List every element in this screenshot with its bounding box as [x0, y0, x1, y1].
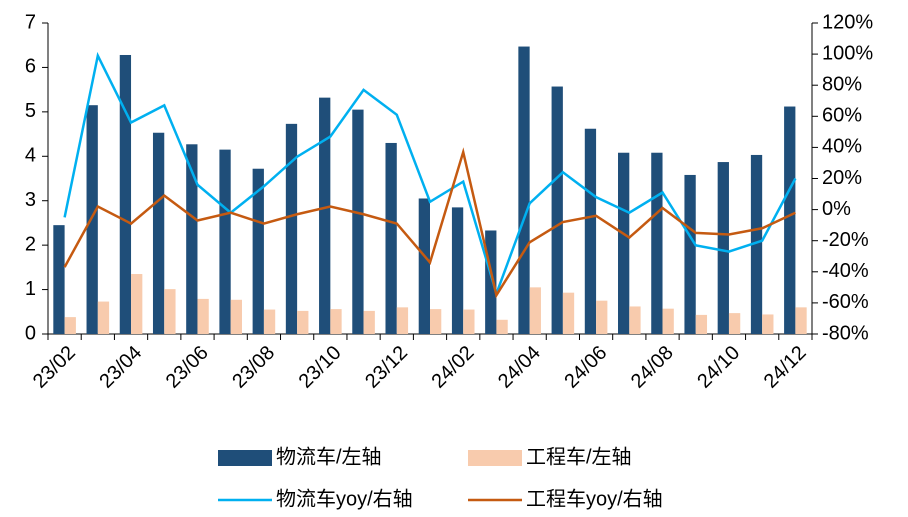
y2-tick-label: 80%: [822, 73, 862, 95]
y-tick-label: 4: [25, 145, 36, 167]
y2-tick-label: 60%: [822, 105, 862, 127]
y2-tick-label: 0%: [822, 198, 851, 220]
bar: [717, 162, 729, 334]
legend-label: 物流车yoy/右轴: [276, 487, 413, 510]
bar: [430, 309, 442, 334]
bar: [131, 274, 143, 334]
bar: [363, 310, 375, 334]
legend-swatch: [218, 450, 272, 466]
y-tick-label: 6: [25, 56, 36, 78]
bar: [252, 168, 264, 334]
bar: [352, 109, 364, 334]
legend-label: 工程车yoy/右轴: [526, 487, 663, 510]
x-tick-label: 24/04: [494, 342, 545, 393]
bar: [551, 86, 563, 334]
x-tick-label: 23/08: [228, 342, 279, 393]
bar: [385, 142, 397, 334]
bar: [164, 289, 176, 334]
x-tick-label: 23/10: [295, 342, 346, 393]
x-tick-label: 24/08: [627, 342, 678, 393]
y2-tick-label: -80%: [822, 322, 869, 344]
y2-tick-label: 20%: [822, 167, 862, 189]
line-series: [63, 51, 797, 298]
bar: [750, 154, 763, 334]
y2-tick-label: 40%: [822, 136, 862, 158]
bar: [762, 314, 774, 334]
legend-swatch: [468, 450, 522, 466]
bar: [662, 308, 674, 334]
bar: [795, 307, 807, 334]
x-tick-label: 23/04: [95, 342, 146, 393]
x-tick-label: 23/06: [162, 342, 213, 393]
bar: [562, 292, 575, 334]
y-tick-label: 7: [25, 11, 36, 33]
bar: [263, 309, 276, 334]
bar: [784, 106, 796, 334]
bar: [230, 299, 242, 334]
x-tick-label: 24/10: [693, 342, 744, 393]
bar: [496, 319, 508, 334]
bar: [64, 317, 76, 334]
line-series: [63, 147, 796, 299]
y2-tick-label: -60%: [822, 291, 869, 313]
bar: [485, 230, 497, 334]
y2-tick-label: -20%: [822, 229, 869, 251]
bar: [396, 307, 409, 334]
bar: [418, 198, 430, 334]
bar: [463, 309, 475, 334]
bar: [297, 310, 309, 334]
bar: [529, 287, 541, 334]
bar: [53, 225, 65, 334]
bar: [197, 298, 209, 334]
x-tick-label: 24/12: [760, 342, 811, 393]
bar: [728, 313, 741, 334]
bar: [319, 97, 331, 334]
bar: [330, 309, 342, 334]
y2-tick-label: 100%: [822, 42, 873, 64]
x-tick-label: 23/02: [29, 342, 80, 393]
bar: [584, 128, 597, 334]
legend-label: 物流车/左轴: [276, 445, 382, 468]
bar: [97, 301, 110, 334]
bar: [618, 152, 630, 334]
bar: [695, 314, 708, 334]
bar: [219, 149, 231, 334]
bar: [684, 174, 696, 334]
legend-label: 工程车/左轴: [526, 445, 632, 468]
y-tick-label: 5: [25, 100, 36, 122]
x-tick-label: 24/06: [560, 342, 611, 393]
bar: [518, 46, 530, 334]
y-tick-label: 3: [25, 189, 36, 211]
bar: [651, 152, 663, 334]
x-tick-label: 24/02: [428, 342, 479, 393]
bar: [596, 300, 608, 334]
bar: [86, 105, 98, 334]
bar: [451, 207, 464, 334]
y-tick-label: 2: [25, 233, 36, 255]
bar: [152, 132, 165, 334]
bar: [629, 306, 641, 334]
y2-tick-label: 120%: [822, 11, 873, 33]
y2-tick-label: -40%: [822, 260, 869, 282]
bar: [285, 123, 298, 334]
bar: [119, 54, 132, 334]
bar: [186, 144, 198, 334]
y-tick-label: 0: [25, 322, 36, 344]
x-tick-label: 23/12: [361, 342, 412, 393]
y-tick-label: 1: [25, 278, 36, 300]
